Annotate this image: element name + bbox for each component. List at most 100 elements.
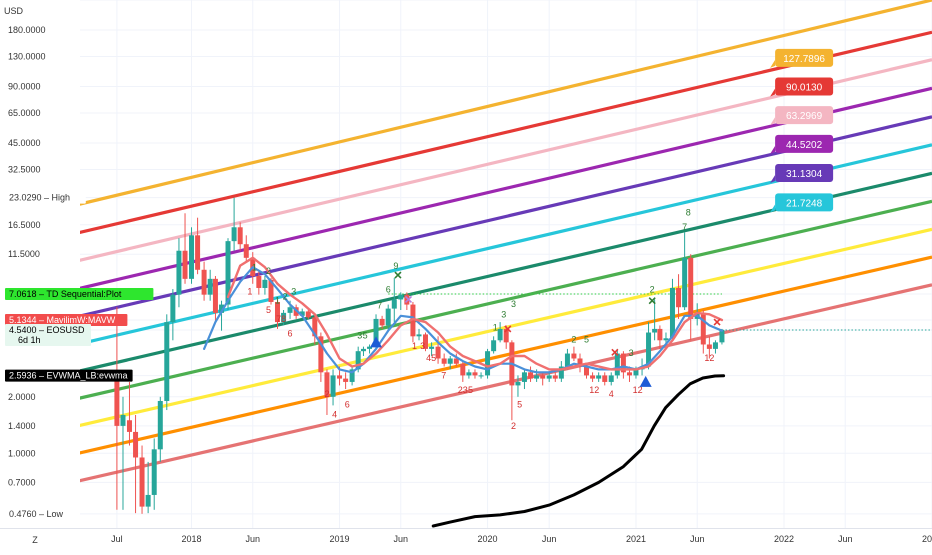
scale-mode-button[interactable]	[27, 531, 43, 547]
candle-body	[324, 372, 330, 397]
candle	[360, 346, 366, 356]
price-tag-label: 5.1344 – MavilimW:MAVW	[9, 315, 116, 325]
td-count-red: 6	[288, 328, 293, 338]
x-marker-stroke	[394, 271, 402, 279]
candle	[676, 274, 682, 319]
x-tick-label: Jun	[838, 534, 853, 544]
candle	[682, 232, 688, 311]
candle-body	[620, 353, 626, 373]
td-count-green: 9	[393, 261, 398, 271]
projection-target: 21.7248	[770, 193, 834, 213]
x-tick-label: Jun	[542, 534, 557, 544]
projection-target: 63.2969	[770, 106, 834, 126]
candle	[515, 375, 521, 397]
candle	[305, 310, 311, 319]
candle	[262, 276, 268, 295]
candle	[207, 269, 213, 301]
candle-body	[262, 279, 268, 288]
candle	[385, 304, 391, 331]
candle	[391, 277, 397, 323]
candle	[398, 292, 404, 311]
candle	[195, 217, 201, 275]
y-tick-label: 90.0000	[8, 81, 41, 91]
candle-body	[652, 328, 658, 333]
candle	[478, 372, 484, 379]
x-marker-stroke	[648, 297, 656, 305]
candle-body	[416, 334, 422, 337]
price-tag-box	[5, 369, 133, 382]
candle	[712, 340, 718, 354]
candle	[620, 351, 626, 379]
candle	[466, 369, 472, 379]
y-tick-label: 1.4000	[8, 421, 36, 431]
candle	[491, 336, 497, 354]
td-count-green: 3	[511, 299, 516, 309]
candle-body	[237, 227, 243, 245]
candle-body	[145, 494, 151, 507]
candle	[646, 322, 652, 370]
candle-body	[355, 351, 361, 370]
candle-body	[182, 250, 188, 279]
candle-body	[343, 378, 349, 382]
price-tag-box	[5, 313, 128, 326]
evwma-line	[431, 374, 726, 528]
candle	[528, 366, 534, 382]
candle-body	[256, 276, 262, 288]
price-tag-label: 4.5400 – EOSUSD	[9, 325, 85, 335]
candle	[256, 269, 262, 295]
td-count-red: 12	[589, 385, 599, 395]
candle-body	[231, 227, 237, 242]
x-tick-label: Jun	[394, 534, 409, 544]
candle-body	[212, 278, 218, 313]
candle-body	[657, 328, 663, 341]
candle	[416, 328, 422, 341]
candle-body	[274, 301, 280, 323]
candle	[472, 369, 478, 379]
price-tags: 23.0290 – High 7.0618 – TD Sequential:Plo…	[5, 191, 154, 520]
candle-body	[669, 287, 675, 339]
moving-averages	[203, 256, 724, 374]
candle-body	[151, 449, 157, 495]
x-marker	[394, 271, 402, 279]
candle-body	[170, 294, 176, 323]
price-tag-label: 2.5936 – EVWMA_LB:evwma	[9, 371, 128, 381]
candle	[410, 301, 416, 343]
td-count-red: 23	[458, 385, 468, 395]
projection-target-pointer	[770, 145, 776, 154]
candle-body	[133, 431, 139, 458]
candle	[429, 342, 435, 356]
candle	[164, 314, 170, 411]
candle-body	[287, 307, 293, 313]
td-count-red: 5	[517, 400, 522, 410]
candle	[552, 372, 558, 382]
candle	[126, 381, 132, 446]
y-tick-label: 1.0000	[8, 448, 36, 458]
price-tag: 0.4760 – Low	[5, 507, 76, 520]
candle-body	[268, 279, 274, 302]
candle-body	[466, 372, 472, 376]
candle	[596, 372, 602, 382]
candle-body	[404, 294, 410, 305]
candle-body	[491, 340, 497, 352]
candle-body	[626, 372, 632, 376]
candle	[133, 414, 139, 514]
td-count-green: 7	[682, 222, 687, 232]
candle	[447, 355, 453, 370]
candle	[324, 369, 330, 415]
candle-body	[126, 420, 132, 432]
candle-body	[472, 372, 478, 376]
candle-body	[602, 375, 608, 382]
candle-body	[164, 322, 170, 401]
candle-body	[528, 372, 534, 379]
candle-body	[398, 294, 404, 300]
td-count-red: 5	[468, 385, 473, 395]
candle-body	[176, 250, 182, 295]
candle	[608, 372, 614, 386]
candle-body	[195, 235, 201, 270]
candle	[212, 276, 218, 323]
td-count-red: 78	[276, 314, 286, 324]
projection-target-pointer	[770, 204, 776, 213]
candle-body	[330, 375, 336, 397]
candle	[503, 325, 509, 349]
